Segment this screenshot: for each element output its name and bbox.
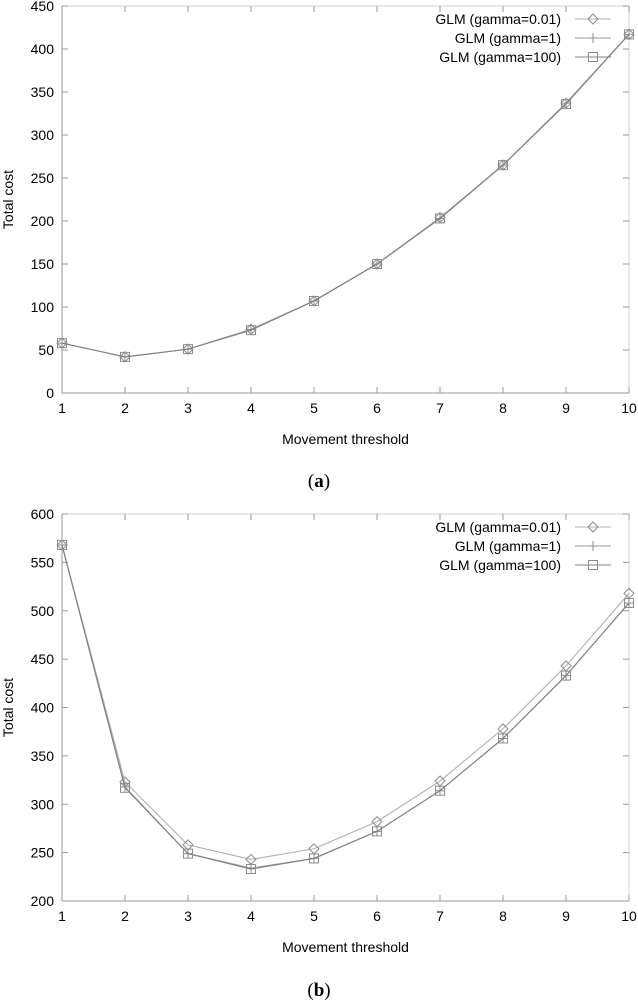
- data-point: [120, 351, 130, 362]
- y-tick-label: 250: [31, 170, 55, 186]
- legend-marker: [588, 33, 598, 43]
- data-point: [309, 295, 319, 306]
- x-tick-label: 6: [373, 400, 381, 416]
- series-line: [61, 544, 630, 869]
- legend-marker: [587, 13, 599, 25]
- data-point: [183, 344, 193, 355]
- legend-marker: [587, 521, 599, 533]
- legend-label: GLM (gamma=1): [455, 30, 561, 46]
- x-axis-label: Movement threshold: [282, 939, 409, 955]
- data-point: [561, 670, 571, 681]
- data-point: [372, 826, 382, 837]
- x-tick-label: 4: [247, 908, 255, 924]
- y-tick-label: 50: [38, 342, 54, 358]
- legend-marker: [588, 52, 598, 62]
- x-axis-label: Movement threshold: [282, 431, 409, 447]
- y-tick-label: 450: [31, 651, 55, 667]
- y-tick-label: 300: [31, 127, 55, 143]
- data-point: [624, 29, 634, 40]
- legend-marker: [588, 541, 598, 551]
- x-tick-label: 5: [310, 908, 318, 924]
- figure-caption: (b): [307, 980, 330, 1000]
- series-square: [57, 539, 634, 875]
- y-tick-label: 350: [31, 748, 55, 764]
- x-tick-label: 8: [499, 908, 507, 924]
- x-tick-label: 3: [184, 400, 192, 416]
- y-axis-label: Total cost: [0, 170, 16, 229]
- data-point: [624, 598, 634, 609]
- x-tick-label: 9: [562, 400, 570, 416]
- figure-caption: (a): [308, 471, 330, 492]
- x-tick-label: 10: [621, 908, 637, 924]
- y-tick-label: 250: [31, 845, 55, 861]
- y-tick-label: 400: [31, 700, 55, 716]
- x-tick-label: 10: [621, 400, 637, 416]
- series-square: [57, 29, 634, 362]
- x-tick-label: 5: [310, 400, 318, 416]
- x-tick-label: 1: [58, 908, 66, 924]
- x-tick-label: 9: [562, 908, 570, 924]
- legend-marker: [588, 560, 598, 570]
- series-line: [61, 544, 630, 870]
- data-point: [246, 864, 256, 875]
- chart-a: 0 50 100 150 200 250 300 350 400 450 1 2 3 4 5 6 7 8 9 10 Mo…: [0, 0, 637, 492]
- data-point: [246, 325, 256, 336]
- data-point: [57, 539, 67, 550]
- y-tick-label: 100: [31, 299, 55, 315]
- legend-label: GLM (gamma=100): [439, 49, 561, 65]
- y-tick-label: 550: [31, 554, 55, 570]
- x-tick-label: 2: [121, 908, 129, 924]
- data-point: [309, 853, 319, 864]
- data-point: [498, 160, 508, 171]
- data-point: [498, 733, 508, 744]
- data-point: [435, 785, 445, 796]
- y-tick-label: 600: [31, 506, 55, 522]
- legend-label: GLM (gamma=0.01): [435, 11, 561, 27]
- series-line: [61, 34, 630, 358]
- series-line: [61, 34, 630, 358]
- series-line: [61, 34, 630, 358]
- chart-b: 200 250 300 350 400 450 500 550 600 1 2 3 4 5 6 7 8 9 10 Mo…: [0, 506, 637, 1000]
- data-point: [183, 848, 193, 859]
- x-tick-label: 3: [184, 908, 192, 924]
- legend-label: GLM (gamma=1): [455, 538, 561, 554]
- series-diamond: [56, 539, 635, 866]
- legend-label: GLM (gamma=100): [439, 557, 561, 573]
- y-tick-label: 200: [31, 893, 55, 909]
- y-tick-label: 450: [31, 0, 55, 14]
- x-tick-label: 4: [247, 400, 255, 416]
- legend-label: GLM (gamma=0.01): [435, 519, 561, 535]
- x-tick-label: 7: [436, 908, 444, 924]
- y-tick-label: 400: [31, 41, 55, 57]
- data-point: [561, 99, 571, 110]
- y-tick-label: 150: [31, 256, 55, 272]
- data-point: [435, 213, 445, 224]
- data-point: [57, 338, 67, 349]
- x-tick-label: 2: [121, 400, 129, 416]
- y-tick-label: 500: [31, 603, 55, 619]
- y-tick-label: 200: [31, 213, 55, 229]
- y-tick-label: 300: [31, 796, 55, 812]
- series-plus: [57, 539, 634, 874]
- y-axis-label: Total cost: [0, 678, 16, 737]
- data-point: [372, 259, 382, 269]
- x-tick-label: 6: [373, 908, 381, 924]
- x-tick-label: 1: [58, 400, 66, 416]
- x-tick-label: 8: [499, 400, 507, 416]
- series-plus: [57, 29, 634, 362]
- x-tick-label: 7: [436, 400, 444, 416]
- series-line: [61, 544, 630, 860]
- y-tick-label: 350: [31, 84, 55, 100]
- series-diamond: [56, 28, 635, 363]
- data-point: [120, 782, 130, 793]
- y-tick-label: 0: [46, 385, 54, 401]
